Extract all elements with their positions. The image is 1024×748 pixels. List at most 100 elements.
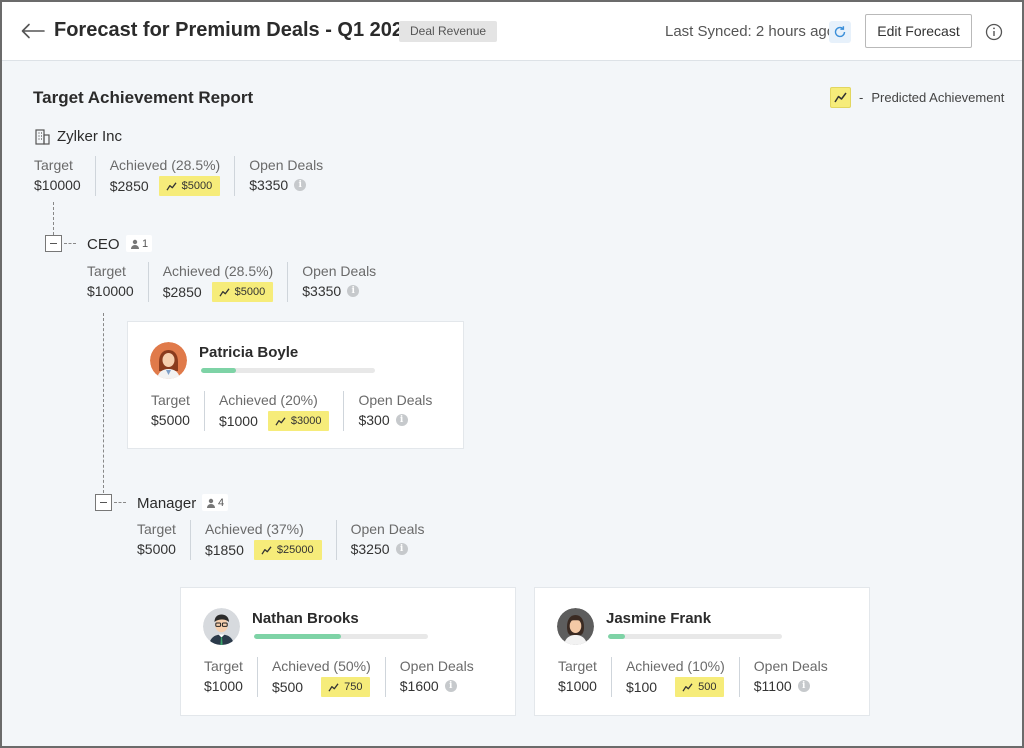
predicted-badge: $5000: [211, 282, 274, 302]
org-open-deals: Open Deals $3350 i: [234, 156, 337, 196]
open-deals-row: $3350 i: [249, 176, 323, 194]
achieved-label: Achieved (28.5%): [109, 157, 221, 173]
achieved-row: $500 750: [272, 677, 371, 697]
target-label: Target: [151, 392, 190, 408]
user-card-patricia-boyle[interactable]: Patricia Boyle Target $5000 Achieved (20…: [127, 321, 464, 449]
manager-open-deals: Open Deals $3250 i: [335, 520, 439, 560]
progress-bar: [201, 368, 375, 373]
user-card-jasmine-frank[interactable]: Jasmine Frank Target $1000 Achieved (10%…: [534, 587, 870, 716]
target-label: Target: [558, 658, 597, 674]
manager-label: Manager: [137, 495, 197, 512]
avatar: [150, 342, 187, 379]
manager-stats: Target $5000 Achieved (37%) $1850 $25000…: [137, 520, 439, 560]
info-icon[interactable]: i: [444, 680, 457, 692]
tree-connector: [64, 243, 76, 244]
info-icon[interactable]: i: [797, 680, 810, 692]
info-icon[interactable]: i: [395, 414, 408, 426]
trend-icon: [830, 87, 851, 108]
progress-bar: [254, 634, 428, 639]
achieved-value: $1000: [218, 413, 258, 429]
trend-icon: [328, 682, 339, 692]
info-button[interactable]: [983, 21, 1005, 43]
sync-button[interactable]: [829, 21, 851, 43]
manager-collapse-toggle[interactable]: [95, 494, 112, 511]
predicted-value: $25000: [276, 544, 314, 556]
open-deals-value: $1100: [753, 678, 792, 694]
info-icon[interactable]: i: [395, 543, 408, 555]
ceo-open-deals: Open Deals $3350 i: [287, 262, 390, 302]
open-deals-value: $3350: [249, 177, 289, 193]
achieved-row: $2850 $5000: [110, 176, 221, 196]
nathan-target: Target $1000: [204, 657, 257, 697]
ceo-label: CEO: [87, 236, 120, 253]
ceo-member-count: 1: [126, 235, 153, 252]
target-label: Target: [34, 157, 73, 173]
open-deals-value: $3250: [350, 541, 390, 557]
achieved-value: $1850: [204, 542, 244, 558]
predicted-value: $3000: [290, 415, 322, 427]
ceo-achieved: Achieved (28.5%) $2850 $5000: [147, 262, 288, 302]
achieved-value: $2850: [109, 178, 149, 194]
org-target: Target $10000: [34, 156, 95, 196]
target-value: $1000: [204, 678, 243, 694]
open-deals-value: $3350: [302, 283, 342, 299]
predicted-badge: $5000: [158, 176, 221, 196]
avatar: [203, 608, 240, 645]
deal-revenue-tag: Deal Revenue: [399, 21, 498, 42]
back-button[interactable]: [18, 16, 48, 46]
progress-fill: [254, 634, 341, 639]
open-deals-label: Open Deals: [753, 658, 828, 674]
trend-icon: [166, 181, 177, 191]
person-icon: [131, 239, 139, 249]
predicted-badge: 750: [321, 677, 371, 697]
user-name: Jasmine Frank: [606, 610, 712, 627]
ceo-target: Target $10000: [87, 262, 148, 302]
achieved-row: $100 500: [626, 677, 725, 697]
progress-fill: [201, 368, 236, 373]
count-value: 1: [142, 237, 149, 250]
predicted-badge: $25000: [253, 540, 322, 560]
predicted-value: $5000: [181, 180, 213, 192]
achieved-row: $2850 $5000: [163, 282, 274, 302]
nathan-stats: Target $1000 Achieved (50%) $500 750 Ope…: [204, 657, 488, 697]
open-deals-row: $3350 i: [302, 282, 376, 300]
avatar: [557, 608, 594, 645]
tree-connector: [103, 313, 104, 493]
trend-icon: [682, 682, 693, 692]
open-deals-label: Open Deals: [302, 263, 377, 279]
tree-connector: [114, 502, 126, 503]
info-icon[interactable]: i: [294, 179, 307, 191]
jasmine-achieved: Achieved (10%) $100 500: [610, 657, 739, 697]
user-card-nathan-brooks[interactable]: Nathan Brooks Target $1000 Achieved (50%…: [180, 587, 516, 716]
predicted-value: $5000: [234, 286, 266, 298]
manager-member-count: 4: [202, 494, 229, 511]
user-name: Patricia Boyle: [199, 344, 299, 361]
tree-connector: [53, 202, 54, 235]
open-deals-label: Open Deals: [399, 658, 474, 674]
nathan-achieved: Achieved (50%) $500 750: [256, 657, 385, 697]
achieved-row: $1850 $25000: [205, 540, 322, 560]
edit-forecast-button[interactable]: Edit Forecast: [865, 14, 972, 48]
target-value: $1000: [558, 678, 597, 694]
predicted-value: 750: [344, 681, 363, 693]
ceo-collapse-toggle[interactable]: [45, 235, 62, 252]
building-icon: [35, 128, 50, 145]
info-icon[interactable]: i: [347, 285, 360, 297]
open-deals-label: Open Deals: [358, 392, 433, 408]
org-stats: Target $10000 Achieved (28.5%) $2850 $50…: [34, 156, 337, 196]
predicted-value: 500: [698, 681, 717, 693]
achieved-row: $1000 $3000: [219, 411, 330, 431]
patricia-achieved: Achieved (20%) $1000 $3000: [203, 391, 344, 431]
achieved-value: $2850: [162, 284, 202, 300]
target-label: Target: [87, 263, 126, 279]
last-synced-text: Last Synced: 2 hours ago: [665, 23, 836, 40]
target-value: $10000: [87, 283, 134, 299]
open-deals-value: $1600: [399, 678, 439, 694]
achieved-value: $100: [625, 679, 658, 695]
open-deals-label: Open Deals: [350, 521, 425, 537]
achieved-label: Achieved (28.5%): [162, 263, 274, 279]
achieved-label: Achieved (20%): [218, 392, 318, 408]
predicted-badge: $3000: [267, 411, 330, 431]
trend-icon: [275, 416, 286, 426]
